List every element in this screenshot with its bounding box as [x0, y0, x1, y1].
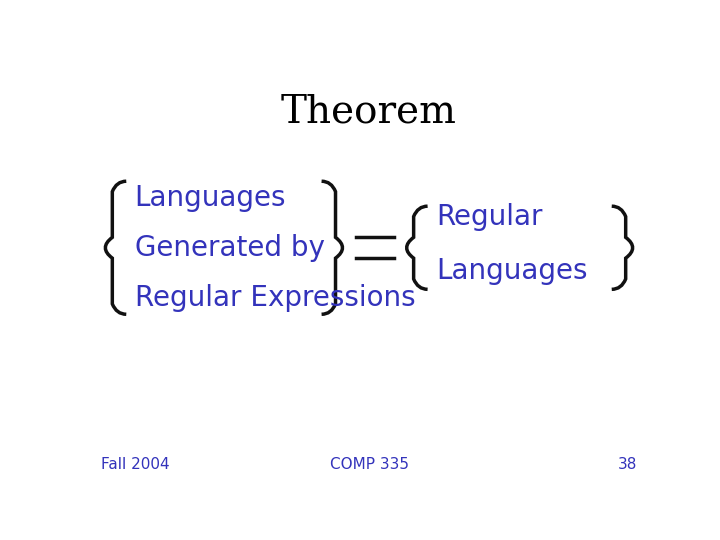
Text: Theorem: Theorem — [281, 94, 457, 131]
Text: Regular: Regular — [436, 202, 542, 231]
Text: Generated by: Generated by — [135, 234, 325, 262]
Text: Fall 2004: Fall 2004 — [101, 457, 170, 472]
Text: 38: 38 — [618, 457, 637, 472]
Text: Languages: Languages — [436, 256, 588, 285]
Text: COMP 335: COMP 335 — [330, 457, 408, 472]
Text: Languages: Languages — [135, 184, 286, 212]
Text: Regular Expressions: Regular Expressions — [135, 284, 415, 312]
